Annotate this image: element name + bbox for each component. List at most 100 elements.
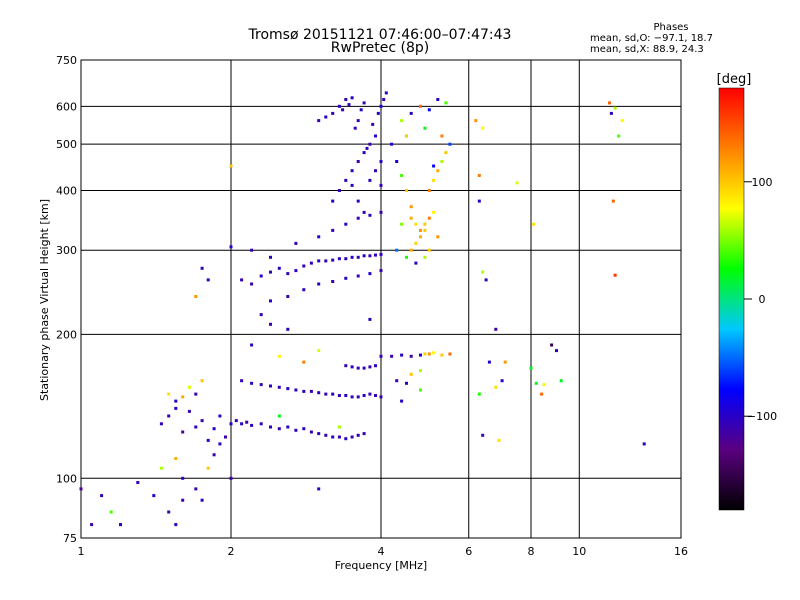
data-point: [109, 510, 113, 514]
data-point: [436, 235, 440, 239]
data-point: [344, 98, 348, 101]
data-point: [194, 392, 198, 396]
y-axis-label: Stationary phase Virtual Height [km]: [38, 199, 51, 401]
data-point: [400, 119, 404, 123]
data-point: [379, 104, 383, 108]
data-point: [277, 385, 281, 389]
data-point: [419, 235, 422, 239]
data-point: [174, 406, 178, 410]
data-point: [427, 108, 431, 112]
data-point: [212, 427, 216, 431]
data-point: [484, 278, 488, 282]
y-tick-label: 600: [56, 100, 77, 113]
y-tick-label: 500: [56, 138, 77, 151]
data-point: [337, 189, 341, 192]
data-point: [374, 364, 377, 368]
data-point: [224, 435, 227, 439]
data-point: [317, 432, 321, 436]
data-point: [317, 391, 321, 395]
data-point: [419, 228, 422, 232]
data-point: [432, 351, 436, 355]
data-point: [617, 134, 621, 138]
data-point: [317, 349, 321, 353]
data-point: [440, 353, 444, 357]
data-point: [362, 101, 366, 105]
data-point: [331, 258, 335, 262]
data-point: [356, 274, 360, 278]
data-point: [331, 435, 335, 439]
data-point: [379, 269, 383, 273]
data-point: [259, 274, 263, 278]
data-point: [294, 388, 298, 392]
data-point: [269, 255, 272, 259]
data-point: [494, 385, 498, 389]
data-point: [371, 122, 375, 126]
data-point: [368, 213, 372, 217]
data-point: [405, 189, 408, 192]
data-point: [181, 430, 185, 434]
data-point: [324, 392, 328, 396]
data-point: [194, 425, 198, 429]
data-point: [250, 248, 254, 252]
data-point: [269, 425, 272, 429]
data-point: [240, 422, 244, 426]
data-point: [229, 164, 233, 168]
data-point: [481, 126, 485, 130]
data-point: [350, 435, 354, 439]
data-point: [337, 104, 341, 108]
data-point: [384, 91, 388, 95]
data-point: [302, 389, 306, 393]
data-point: [362, 394, 366, 397]
data-point: [379, 354, 383, 358]
y-tick-label: 750: [56, 54, 77, 67]
data-point: [540, 392, 544, 396]
y-tick-label: 300: [56, 244, 77, 257]
data-point: [395, 379, 399, 383]
data-point: [344, 364, 348, 368]
data-point: [359, 108, 363, 112]
data-point: [356, 433, 360, 437]
data-point: [409, 354, 413, 358]
data-point: [344, 276, 348, 280]
data-point: [374, 253, 377, 257]
data-point: [542, 383, 546, 387]
data-point: [414, 241, 418, 245]
data-point: [167, 510, 171, 514]
data-point: [368, 272, 372, 276]
data-points: [79, 91, 646, 527]
data-point: [344, 222, 348, 226]
data-point: [317, 235, 321, 239]
data-point: [206, 438, 210, 442]
data-point: [356, 160, 360, 163]
data-point: [368, 365, 372, 369]
data-point: [167, 392, 171, 396]
data-point: [379, 210, 383, 214]
data-point: [317, 282, 321, 286]
data-point: [494, 327, 498, 331]
data-point: [474, 119, 478, 123]
data-point: [409, 248, 413, 252]
data-point: [302, 264, 306, 268]
data-point: [448, 142, 452, 146]
phases-heading: Phases: [653, 22, 689, 33]
data-point: [409, 111, 413, 115]
data-point: [368, 254, 372, 258]
data-point: [302, 427, 306, 431]
data-point: [534, 381, 538, 385]
data-point: [286, 387, 290, 391]
y-tick-label: 200: [56, 328, 77, 341]
data-point: [503, 360, 507, 364]
data-point: [152, 494, 156, 498]
data-point: [423, 228, 427, 232]
data-point: [350, 395, 354, 399]
data-point: [277, 427, 281, 431]
data-point: [481, 270, 485, 274]
x-tick-label: 6: [465, 545, 472, 558]
data-point: [477, 199, 481, 203]
data-point: [414, 261, 418, 265]
data-point: [368, 178, 372, 182]
data-point: [212, 453, 216, 457]
data-point: [337, 394, 341, 397]
data-point: [500, 379, 504, 383]
data-point: [286, 327, 290, 331]
